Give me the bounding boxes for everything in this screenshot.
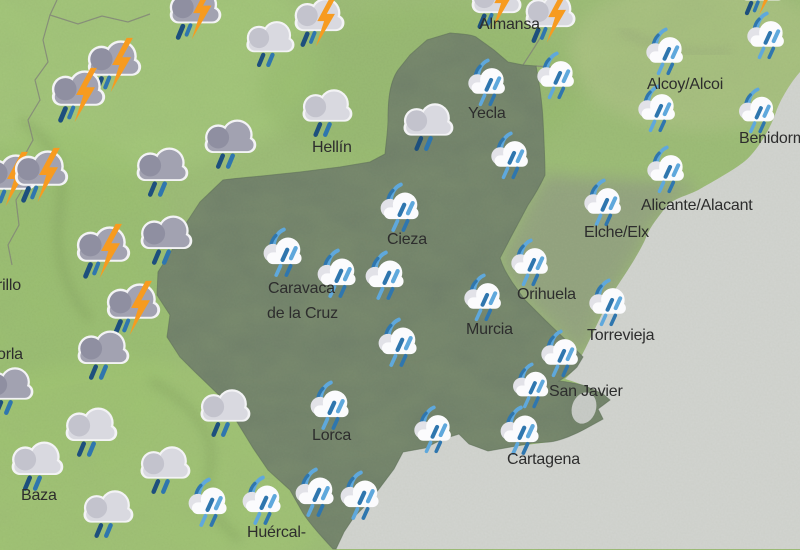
- city-label-orihuela[interactable]: Orihuela: [517, 286, 576, 303]
- city-label-edge-fragment-2[interactable]: orla: [0, 346, 23, 363]
- city-label-hellin[interactable]: Hellín: [312, 139, 352, 156]
- city-label-lorca[interactable]: Lorca: [312, 427, 352, 444]
- city-label-cartagena[interactable]: Cartagena: [507, 451, 580, 468]
- city-label-caravaca-line2[interactable]: de la Cruz: [267, 305, 338, 322]
- city-label-huercal[interactable]: Huércal-: [247, 524, 306, 541]
- city-label-alicante[interactable]: Alicante/Alacant: [641, 197, 753, 214]
- city-label-torrevieja[interactable]: Torrevieja: [587, 327, 655, 344]
- city-label-alcoy[interactable]: Alcoy/Alcoi: [647, 76, 724, 93]
- city-label-san-javier[interactable]: San Javier: [549, 383, 623, 400]
- city-label-almansa[interactable]: Almansa: [479, 16, 540, 33]
- city-label-caravaca-line1[interactable]: Caravaca: [268, 280, 335, 297]
- city-label-baza[interactable]: Baza: [21, 487, 57, 504]
- city-label-benidorm[interactable]: Benidorm: [739, 130, 800, 147]
- city-label-yecla[interactable]: Yecla: [468, 105, 506, 122]
- city-label-edge-fragment-1[interactable]: rillo: [0, 277, 21, 294]
- city-label-cieza[interactable]: Cieza: [387, 231, 427, 248]
- city-label-elche[interactable]: Elche/Elx: [584, 224, 649, 241]
- city-label-murcia[interactable]: Murcia: [466, 321, 513, 338]
